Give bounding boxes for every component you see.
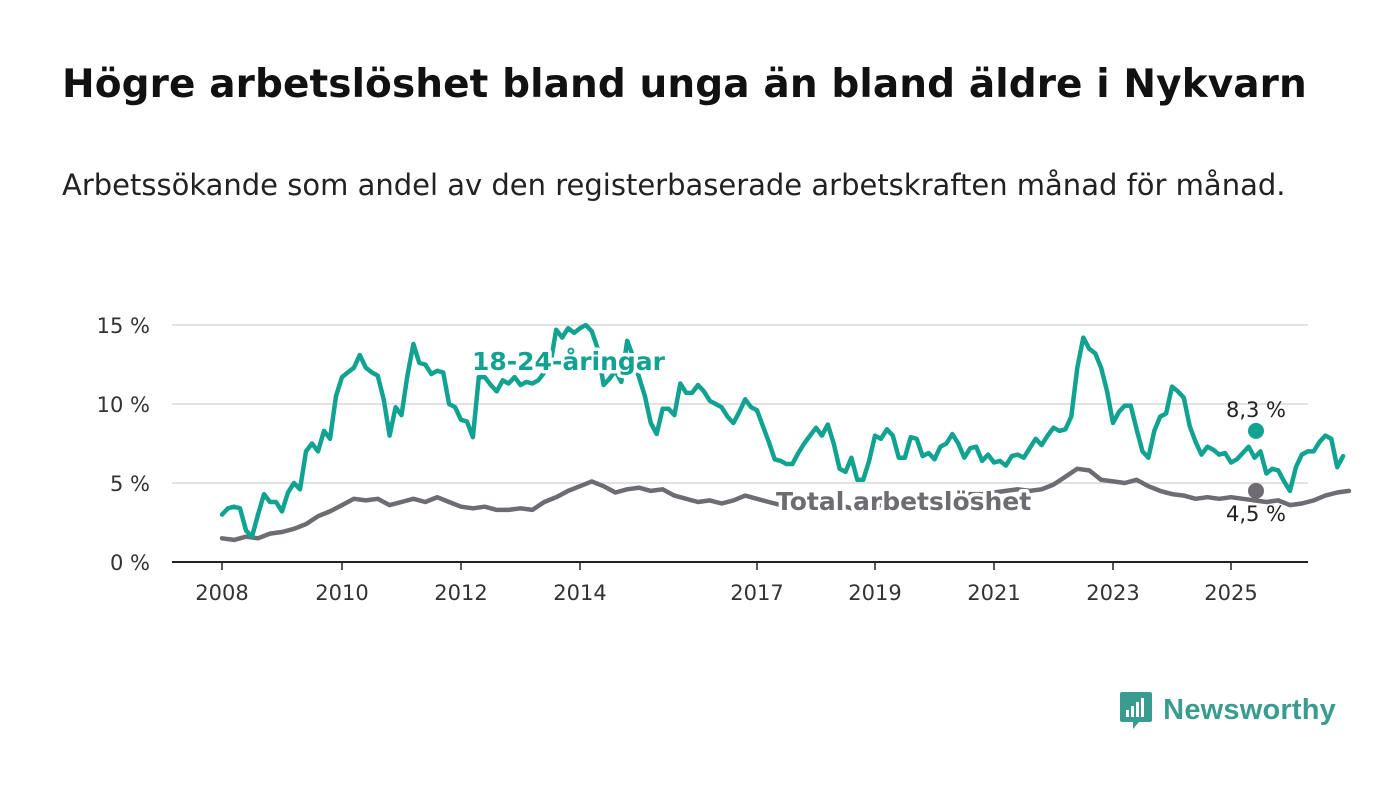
x-tick-label: 2025 (1204, 581, 1257, 605)
series-line-total (219, 466, 1352, 543)
logo-text: Newsworthy (1163, 693, 1336, 726)
end-point-youth (1248, 422, 1264, 439)
y-tick-label: 15 % (97, 314, 150, 338)
x-tick-label: 2014 (553, 581, 606, 605)
series-line-youth (219, 322, 1346, 539)
end-value-label-youth: 8,3 % (1226, 398, 1286, 422)
x-tick-label: 2019 (848, 581, 901, 605)
x-tick-label: 2008 (195, 581, 248, 605)
chart-subtitle: Arbetssökande som andel av den registerb… (62, 168, 1286, 202)
y-tick-label: 10 % (97, 393, 150, 417)
series-label-youth: 18-24-åringar (472, 347, 666, 376)
x-tick-label: 2023 (1086, 581, 1139, 605)
newsworthy-logo: Newsworthy (1119, 690, 1336, 730)
chart-title: Högre arbetslöshet bland unga än bland ä… (62, 62, 1307, 107)
end-value-label-total: 4,5 % (1226, 502, 1286, 526)
series-label-total: Total arbetslöshet (776, 487, 1031, 516)
x-tick-label: 2010 (315, 581, 368, 605)
end-point-total (1248, 482, 1264, 499)
newsworthy-logo-icon (1120, 692, 1153, 729)
y-tick-label: 5 % (110, 472, 150, 496)
x-tick-label: 2021 (967, 581, 1020, 605)
y-tick-label: 0 % (110, 551, 150, 575)
x-tick-label: 2012 (434, 581, 487, 605)
x-tick-label: 2017 (730, 581, 783, 605)
